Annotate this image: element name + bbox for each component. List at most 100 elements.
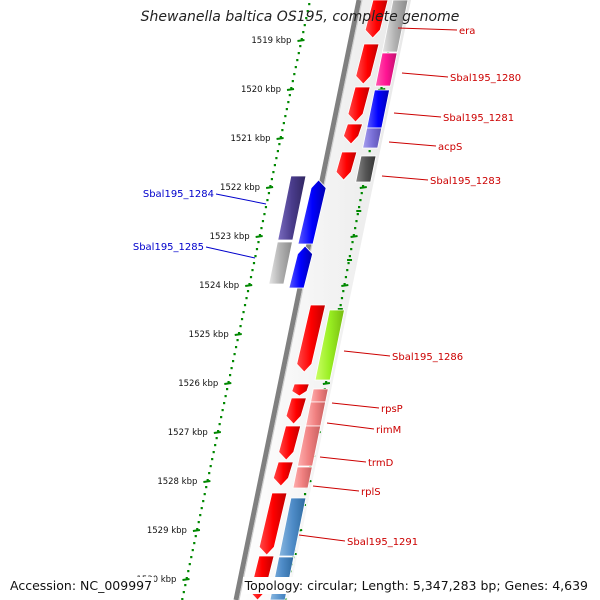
gene-label: acpS [438,142,462,153]
ruler-dot-left [254,255,257,258]
ruler-dot-left [267,192,271,195]
gene-feature [285,397,307,425]
ruler-tick-label: 1522 kbp [220,183,260,193]
ruler-dot-right [339,304,342,307]
ruler-dot-left [214,444,217,447]
ruler-dot-left [220,416,223,419]
ruler-dot-left [218,423,221,426]
ruler-dot-left [264,206,268,209]
gene-feature [291,383,310,397]
ruler-dot-left [193,542,196,545]
gene-feature [296,425,322,467]
ruler-dot-left [257,241,260,244]
ruler-dot-left [249,276,253,279]
ruler-tick-label: 1521 kbp [230,134,270,144]
ruler-dot-left [272,171,275,174]
ruler-dot-left [306,10,309,13]
ruler-tick-left [192,529,201,532]
label-leader-line [319,456,367,463]
ruler-dot-left [243,304,247,307]
ruler-dot-left [303,24,306,27]
ruler-dot-left [270,178,274,181]
ruler-dot-left [226,388,229,391]
ruler-dot-left [230,367,233,370]
ruler-dot-right [359,199,362,202]
ruler-tick-left [265,186,274,189]
ruler-dot-right [325,381,328,384]
gene-feature [258,492,288,556]
ruler-tick-right [341,284,349,287]
ruler-tick-left [297,39,305,42]
accession-text: Accession: NC_009997 [8,577,155,594]
ruler-dot-left [258,234,262,237]
ruler-dot-left [221,409,224,412]
ruler-dot-left [246,290,250,293]
ruler-dot-right [361,185,365,188]
ruler-dot-left [227,381,230,384]
gene-feature [355,155,377,183]
feature-band [234,0,411,600]
track-layer [233,0,411,600]
ruler-dot-left [284,115,287,118]
gene-label: Sbal195_1284 [143,189,214,200]
label-leader-line [205,246,256,259]
ruler-dot-left [260,227,263,230]
ruler-tick-left [234,333,242,336]
ruler-tick-label: 1527 kbp [168,428,208,438]
ruler-dot-left [224,395,227,398]
gene-feature [278,497,307,557]
ruler-tick-label: 1519 kbp [251,36,291,46]
ruler-dot-left [285,108,288,111]
ruler-dot-left [231,360,235,363]
ruler-dot-left [203,493,206,496]
ruler-dot-left [251,269,254,272]
gene-label: era [459,26,475,37]
gene-feature [272,461,294,487]
ruler-dot-left [245,297,248,300]
ruler-dot-left [276,150,279,153]
ruler-tick-left [203,480,211,483]
ruler-dot-left [297,52,300,55]
ruler-dot-left [302,31,305,34]
ruler-dot-left [288,94,291,97]
ruler-dot-left [208,472,211,475]
ruler-dot-left [197,521,200,524]
ruler-dot-right [351,241,354,244]
ruler-dot-left [242,311,245,314]
ruler-dot-right [380,87,383,90]
ruler-dot-left [191,549,194,552]
ruler-dot-left [236,339,239,342]
ruler-tick-label: 1525 kbp [189,330,229,340]
ruler-tick-left [213,431,221,434]
label-leader-line [343,350,391,357]
ruler-dot-left [252,262,256,265]
label-leader-line [397,27,458,31]
ruler-tick-label: 1529 kbp [147,526,187,536]
page-title: Shewanella baltica OS195, complete genom… [140,9,460,25]
ruler-tick-left [286,88,295,91]
gene-labels: era Sbal195_1280 Sbal195_1281 acpS Sbal195_1… [133,26,521,548]
gene-feature [310,388,329,403]
ruler-dot-left [181,598,184,600]
ruler-tick-label: 1523 kbp [210,232,250,242]
ruler-dot-left [194,535,197,538]
gene-feature [374,52,398,87]
ruler-dot-left [294,66,297,69]
gene-feature [296,304,326,373]
gene-feature [278,425,302,461]
ruler-dot-right [368,150,371,153]
gene-feature [347,86,371,123]
label-leader-line [388,141,437,147]
ruler-dot-left [239,325,242,328]
gene-feature [362,127,383,149]
ruler-dot-right [358,206,361,209]
gene-label: rpsP [381,404,403,415]
ruler-dot-left [263,213,266,216]
label-leader-line [215,193,267,205]
ruler-dot-left [187,570,190,573]
gene-label: Sbal195_1285 [133,242,204,253]
gene-label: Sbal195_1291 [347,537,418,548]
ruler-dot-right [356,213,359,216]
gene-label: Sbal195_1286 [392,352,463,363]
ruler-tick-right [350,235,358,238]
